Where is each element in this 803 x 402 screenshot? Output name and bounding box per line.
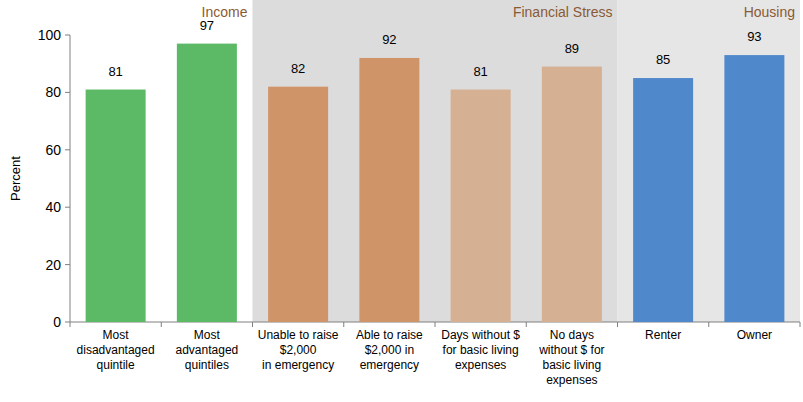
data-label: 92 (382, 32, 396, 47)
y-tick-label: 40 (45, 199, 61, 215)
x-tick-label-line: Renter (645, 328, 681, 342)
x-tick (161, 322, 162, 327)
data-label: 85 (656, 52, 670, 67)
x-tick-label-line: quintile (97, 358, 135, 372)
group-label: Financial Stress (513, 4, 613, 20)
x-tick-label-line: basic living (543, 358, 602, 372)
x-tick (435, 322, 436, 327)
bar (633, 78, 693, 322)
x-tick (526, 322, 527, 327)
x-tick-label-line: expenses (546, 373, 597, 387)
x-tick-label: Days without $for basic livingexpenses (441, 328, 520, 372)
y-axis-line (70, 35, 71, 322)
x-tick-label: Owner (737, 328, 772, 342)
x-tick-label-line: Most (194, 328, 221, 342)
bar (86, 90, 146, 322)
x-tick-label-line: disadvantaged (77, 343, 155, 357)
x-tick-label-line: Able to raise (356, 328, 423, 342)
bar (177, 44, 237, 322)
bar (542, 67, 602, 322)
y-tick (65, 264, 70, 265)
y-tick (65, 149, 70, 150)
x-tick-label-line: Days without $ (441, 328, 520, 342)
bar (724, 55, 784, 322)
x-tick-label: Unable to raise$2,000in emergency (258, 328, 339, 372)
x-tick-label-line: advantaged (176, 343, 239, 357)
x-tick-label-line: No days (550, 328, 594, 342)
x-tick-label-line: emergency (360, 358, 419, 372)
group-label: Housing (744, 4, 795, 20)
data-label: 81 (473, 64, 487, 79)
x-tick (343, 322, 344, 327)
y-tick-label: 100 (38, 27, 62, 43)
data-label: 89 (565, 41, 579, 56)
x-tick-label: Mostdisadvantagedquintile (77, 328, 155, 372)
x-tick-label-line: quintiles (185, 358, 229, 372)
x-tick (617, 322, 618, 327)
x-tick (70, 322, 71, 327)
x-tick-label-line: Unable to raise (258, 328, 339, 342)
data-label: 93 (747, 29, 761, 44)
y-tick (65, 207, 70, 208)
chart: IncomeFinancial StressHousing02040608010… (0, 0, 803, 402)
group-shade (618, 0, 801, 322)
y-tick (65, 322, 70, 323)
x-tick-label-line: Owner (737, 328, 772, 342)
x-tick-label: No dayswithout $ forbasic livingexpenses (538, 328, 604, 387)
y-tick-label: 60 (45, 142, 61, 158)
bar (359, 58, 419, 322)
x-tick (800, 322, 801, 327)
data-label: 97 (200, 18, 214, 33)
x-tick-label-line: in emergency (262, 358, 334, 372)
x-tick-label-line: for basic living (443, 343, 519, 357)
x-tick-label: Renter (645, 328, 681, 342)
y-tick-label: 0 (53, 314, 61, 330)
y-tick-label: 80 (45, 84, 61, 100)
x-tick (708, 322, 709, 327)
bar (268, 87, 328, 322)
data-label: 81 (108, 64, 122, 79)
x-tick-label-line: $2,000 (280, 343, 317, 357)
y-tick-label: 20 (45, 257, 61, 273)
data-label: 82 (291, 61, 305, 76)
bar (451, 90, 511, 322)
x-tick-label-line: $2,000 in (365, 343, 414, 357)
bars (86, 44, 785, 322)
y-tick (65, 35, 70, 36)
y-tick (65, 92, 70, 93)
x-tick-label-line: Most (103, 328, 130, 342)
x-tick-label-line: expenses (455, 358, 506, 372)
x-tick-label: Mostadvantagedquintiles (176, 328, 239, 372)
x-tick (252, 322, 253, 327)
x-tick-label-line: without $ for (538, 343, 604, 357)
x-tick-label: Able to raise$2,000 inemergency (356, 328, 423, 372)
y-axis-label: Percent (8, 156, 23, 201)
group-shade (253, 0, 618, 322)
